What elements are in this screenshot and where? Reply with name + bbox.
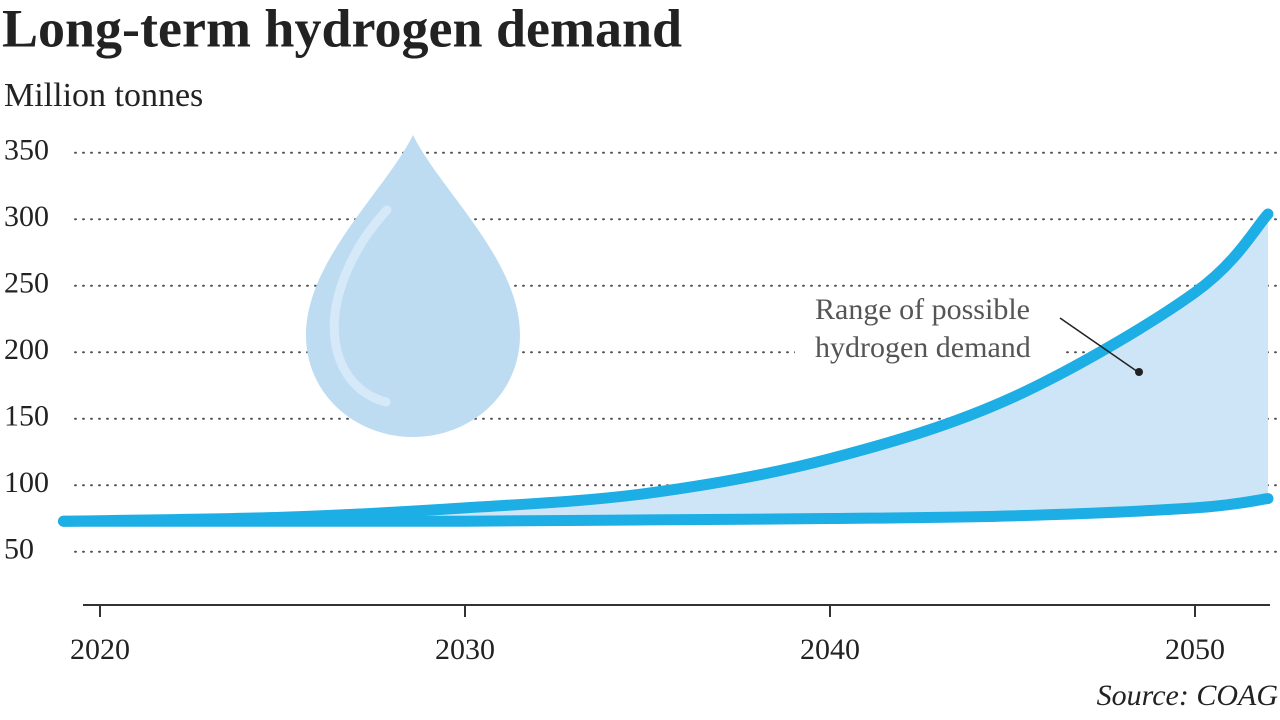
y-tick-label: 350: [4, 134, 49, 167]
x-tick-label: 2020: [70, 633, 130, 666]
chart-title: Long-term hydrogen demand: [2, 0, 682, 58]
annotation: hydrogen demand: [815, 331, 1031, 364]
x-tick-label: 2050: [1165, 633, 1225, 666]
y-tick-label: 200: [4, 333, 49, 366]
annotation: Range of possible: [815, 293, 1030, 326]
plot: [58, 208, 1274, 527]
subtitle: Million tonnes: [4, 77, 203, 114]
label-backdrop: [795, 336, 1063, 364]
drop-highlight: [329, 205, 392, 407]
y-tick-label: 150: [4, 400, 49, 433]
y-tick-label: 50: [4, 533, 34, 566]
annotation-leader: [1059, 317, 1139, 373]
y-tick-label: 250: [4, 267, 49, 300]
x-tick-label: 2040: [800, 633, 860, 666]
series-line: [58, 493, 1274, 527]
water-drop: [306, 135, 520, 437]
y-tick-label: 100: [4, 466, 49, 499]
drop-shape: [306, 135, 520, 437]
y-tick-label: 300: [4, 200, 49, 233]
source: Source: COAG: [1097, 679, 1279, 712]
annotation-dot: [1135, 368, 1143, 376]
x-tick-label: 2030: [435, 633, 495, 666]
range-fill: [63, 213, 1268, 522]
grid: 50 100 150 200 250 300 350 2020 2030 2040 2050: [4, 134, 1279, 666]
